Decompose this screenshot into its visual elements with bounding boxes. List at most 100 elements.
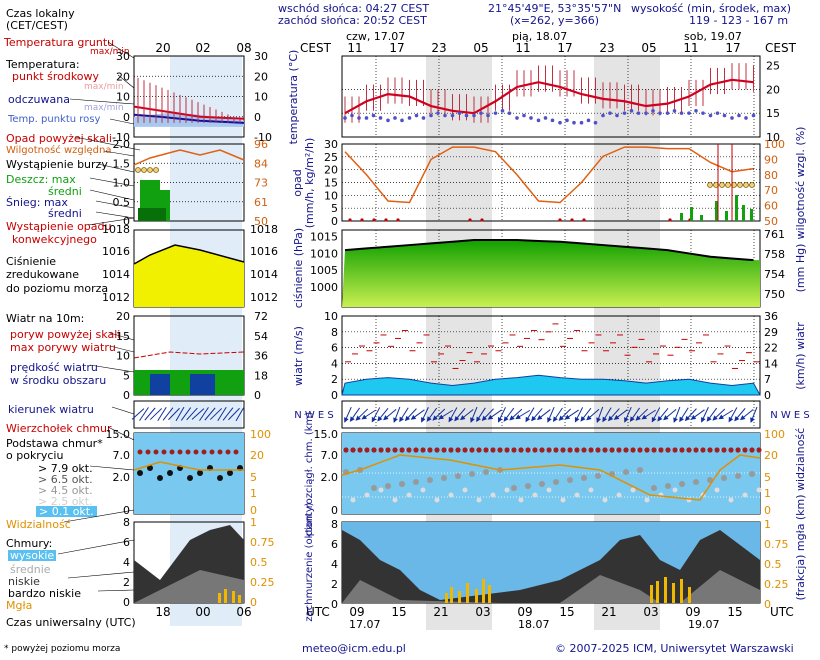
mini-fog-bar <box>218 593 221 603</box>
mini-wind-tick: 0 <box>123 389 130 402</box>
cloud-top-dot <box>371 447 377 453</box>
wind-arrow <box>361 409 376 420</box>
dew-point-dot <box>500 108 505 113</box>
pressure-mmhg-tick: 758 <box>764 248 785 261</box>
mini-vis-tick: 0 <box>250 504 257 517</box>
mini-cloudbase-tick: 0 <box>123 504 130 517</box>
cloud-bg <box>342 433 760 514</box>
cloud-base-dot <box>721 475 727 481</box>
dew-point-dot <box>558 120 562 125</box>
convective-dot <box>396 218 400 222</box>
cloud-base-dot <box>385 483 391 489</box>
wind-arrow <box>701 407 709 423</box>
wind-arrow-head <box>383 415 389 421</box>
mini-wind-arrow-shaft <box>217 406 227 422</box>
mini-rain-mid <box>138 208 166 221</box>
mini-cloud-top-dot <box>161 449 167 455</box>
legend-leader <box>97 589 135 592</box>
dew-point-dot <box>636 111 641 115</box>
cloud-base-dot <box>651 485 657 491</box>
cloud-base-dot <box>399 481 405 487</box>
cloud-top-dot <box>490 447 496 453</box>
hour-top-label: 11 <box>683 41 698 55</box>
mini-cloud-base-dot <box>147 465 153 471</box>
utc-label-right: UTC <box>770 605 794 619</box>
cover-frac-tick: 0.25 <box>764 578 789 591</box>
mini-vis-tick: 5 <box>250 471 257 484</box>
legend-pressure-3: do poziomu morza <box>6 282 109 295</box>
mini-temp-tick-r: -10 <box>254 131 272 144</box>
wind-arrow-head <box>410 414 417 420</box>
rain-bar <box>715 201 718 221</box>
legend-cloud-base-2: o pokryciu <box>6 449 64 462</box>
wind-arrow <box>596 406 604 423</box>
hour-top-label: 05 <box>641 41 656 55</box>
wind-arrow <box>712 408 726 421</box>
hour-bottom-label: 15 <box>727 605 742 619</box>
legend-low: niskie <box>8 575 40 588</box>
mini-fog-bar <box>238 595 241 603</box>
main-panels <box>341 55 762 604</box>
pressure-area <box>342 240 760 307</box>
wind-arrow <box>355 408 369 421</box>
cloud-top-dot <box>728 447 734 453</box>
humidity-tick: 80 <box>764 169 778 182</box>
humidity-tick: 100 <box>764 138 785 151</box>
cloud-base-dot <box>476 497 482 503</box>
legend-clouds: Chmury: <box>6 537 53 550</box>
legend-leader <box>57 539 135 555</box>
wind-arrow <box>740 409 754 421</box>
wind-kmh-tick: 7 <box>764 373 771 386</box>
hour-top-label: 23 <box>431 41 446 55</box>
wind-arrow-head <box>515 414 521 420</box>
legend-wind-speed-2: w środku obszaru <box>10 374 107 387</box>
cloud-base-dot <box>406 492 412 498</box>
cloud-top-dot <box>672 447 678 453</box>
cloud-top-dot <box>413 447 419 453</box>
wind-arrow-head <box>663 415 669 421</box>
mini-wind-area-2 <box>150 374 170 395</box>
wind-arrow-head <box>613 414 620 420</box>
wind-tick: 8 <box>331 326 338 339</box>
hour-top-label: 11 <box>347 41 362 55</box>
wind-arrow <box>487 409 502 420</box>
legend-leader <box>74 136 141 151</box>
precip-axis-label-2: (mm/h, kg/m²/h) <box>303 138 316 229</box>
mini-vis-tick: 1 <box>250 487 257 500</box>
mini-cloud-top-dot <box>153 449 159 455</box>
wind-arrow <box>497 407 506 423</box>
footer-email[interactable]: meteo@icm.edu.pl <box>302 642 406 655</box>
wind-tick: 4 <box>331 357 338 370</box>
humidity-tick: 60 <box>764 200 778 213</box>
mini-wind-kmh-tick: 72 <box>254 310 268 323</box>
dew-point-dot <box>493 111 498 115</box>
dew-point-dot <box>421 116 426 120</box>
mini-wind-arrow <box>175 406 185 422</box>
compass-left: N W E S <box>294 410 334 421</box>
legend-dew-point: Temp. punktu rosy <box>8 114 101 125</box>
mini-storm-marker <box>141 167 147 173</box>
mini-fog-bar <box>232 591 235 603</box>
cloud-base-dot <box>518 497 524 503</box>
storm-marker <box>707 182 713 188</box>
wind-arrow <box>432 408 446 421</box>
cloud-base-dot <box>756 487 762 493</box>
wind-arrow <box>641 409 656 420</box>
temp-tick: 10 <box>766 131 780 144</box>
cest-label: CEST <box>300 41 332 55</box>
wind-tick: 2 <box>331 373 338 386</box>
legend-utc: Czas uniwersalny (UTC) <box>6 616 136 629</box>
day-bottom-label: 17.07 <box>349 618 381 631</box>
pressure-line <box>344 239 754 262</box>
cover-tick: 6 <box>331 538 338 551</box>
legend-leader <box>103 150 135 157</box>
rain-bar <box>742 205 745 221</box>
cloud-base-dot <box>511 485 517 491</box>
wind-arrow-head <box>371 416 377 423</box>
fog-bar <box>466 583 469 603</box>
vis-tick: 5 <box>764 471 771 484</box>
mini-wind-arrow-shaft <box>162 407 174 421</box>
mini-wind-arrow-shaft <box>186 407 198 421</box>
fog-bar <box>458 591 461 603</box>
wind-arrow <box>684 408 697 422</box>
